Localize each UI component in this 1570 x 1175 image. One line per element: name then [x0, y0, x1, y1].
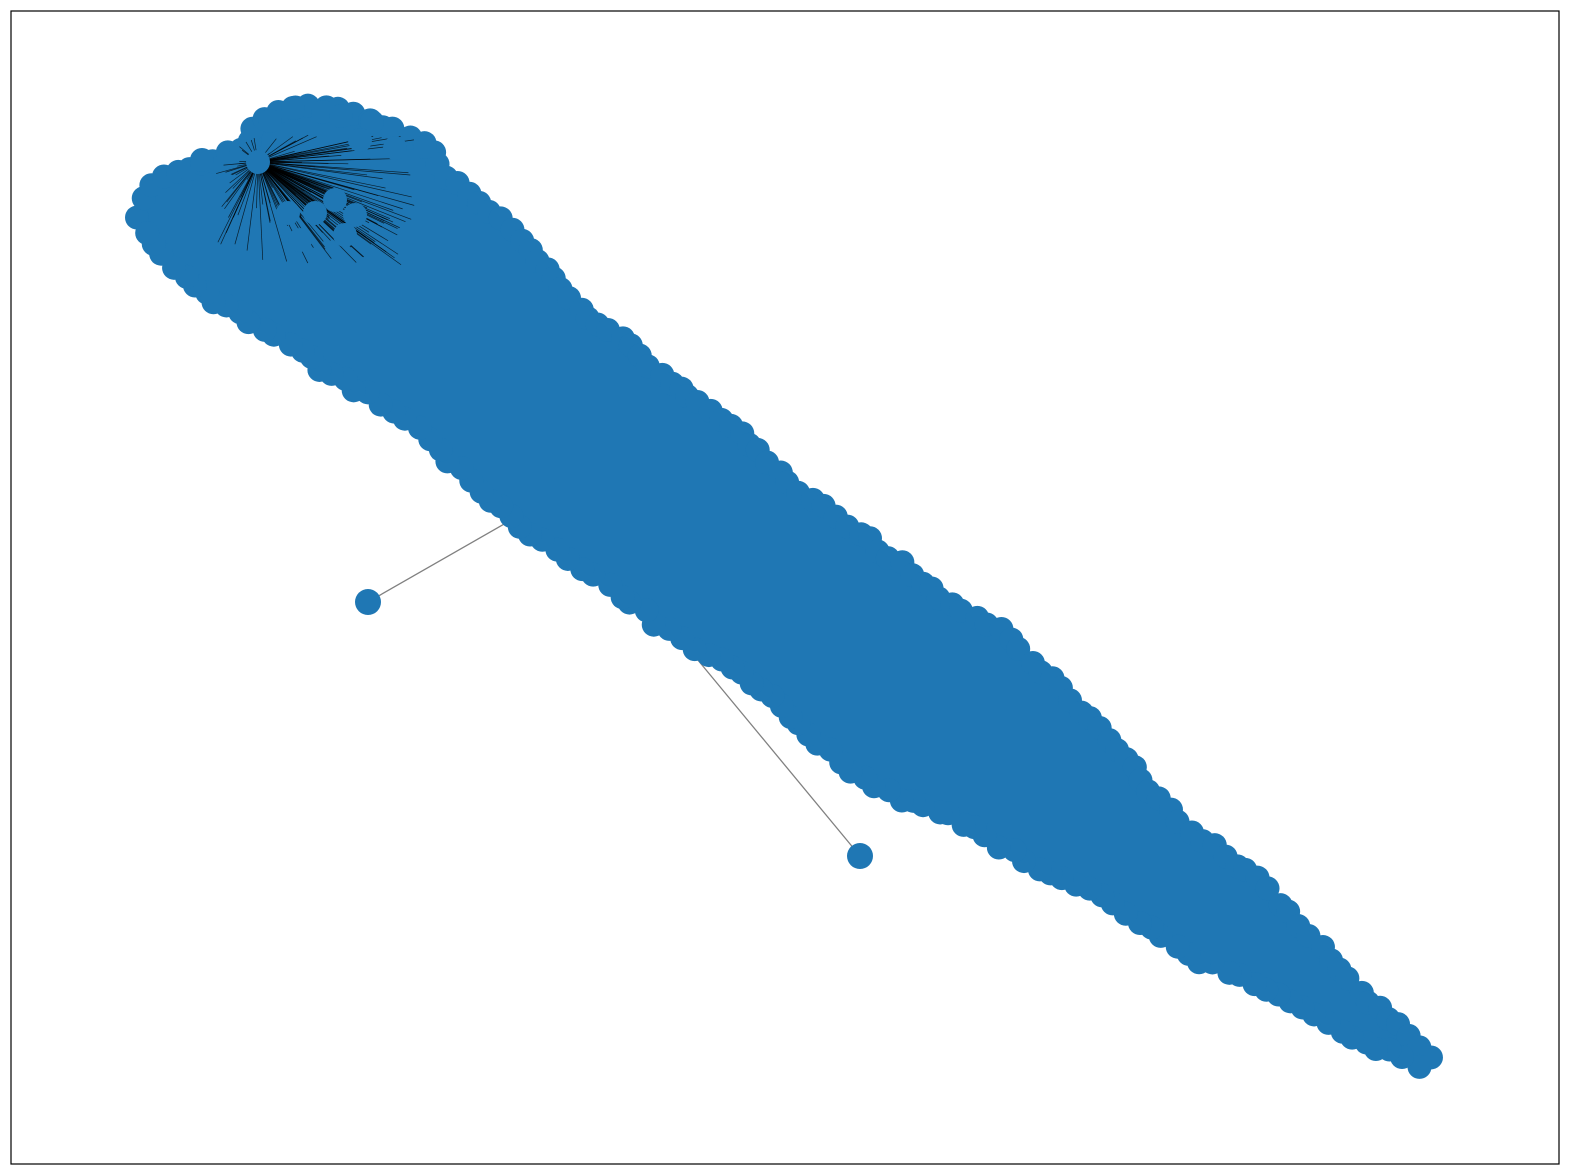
node [311, 100, 335, 124]
node [1407, 1054, 1432, 1079]
node [333, 223, 357, 247]
edge [677, 635, 861, 857]
node [258, 109, 282, 133]
node [413, 135, 437, 159]
node [847, 843, 873, 869]
edge [257, 155, 342, 163]
node [1255, 876, 1280, 901]
node [348, 128, 372, 152]
cluster-body [140, 105, 1428, 1068]
edge [257, 161, 288, 262]
node [190, 148, 214, 172]
edge [246, 161, 259, 251]
node [343, 203, 367, 227]
edge [225, 161, 259, 234]
edge [257, 161, 403, 210]
edge [257, 161, 415, 206]
node [355, 589, 381, 615]
node [246, 150, 270, 174]
node [281, 96, 305, 120]
edge [257, 161, 412, 198]
node-group [190, 96, 437, 252]
node-cluster [125, 93, 1443, 1079]
node [135, 220, 160, 245]
edge [257, 136, 401, 163]
edge [367, 514, 521, 603]
edge [257, 147, 348, 163]
edge [257, 144, 406, 163]
edge [234, 161, 259, 245]
edge [257, 161, 264, 260]
node [383, 136, 407, 160]
edge [257, 158, 394, 163]
edge [257, 161, 386, 189]
edge [257, 161, 334, 189]
edge [257, 161, 383, 180]
node [276, 201, 300, 225]
node [323, 188, 347, 212]
node [329, 104, 353, 128]
node [303, 201, 327, 225]
node [360, 110, 384, 134]
edge [257, 161, 411, 176]
node [288, 228, 312, 252]
node [380, 116, 405, 141]
